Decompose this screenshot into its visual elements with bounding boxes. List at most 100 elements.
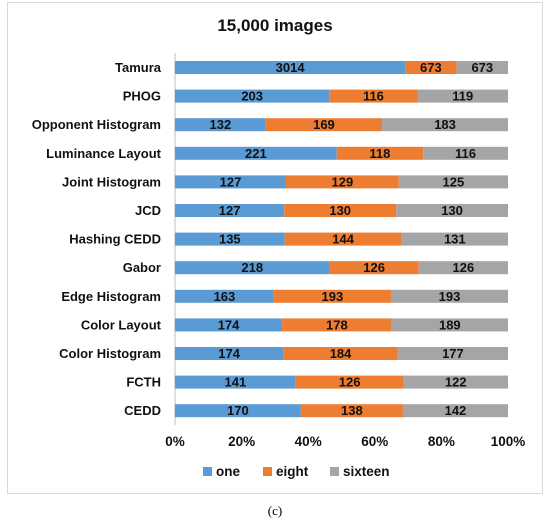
- data-label: 135: [219, 232, 241, 247]
- bar-segment-one: [175, 347, 284, 360]
- bar-segment-sixteen: [417, 89, 508, 103]
- category-label: Gabor: [123, 260, 161, 275]
- legend-swatch-one: [203, 467, 212, 476]
- bar-segment-one: [175, 318, 283, 332]
- data-label: 673: [471, 60, 493, 75]
- data-label: 169: [313, 117, 335, 132]
- bar-segment-sixteen: [397, 347, 508, 360]
- x-tick-label: 100%: [491, 434, 526, 449]
- category-label: Luminance Layout: [46, 146, 162, 161]
- bar-segment-eight: [336, 146, 424, 160]
- data-label: 119: [452, 89, 473, 104]
- data-label: 178: [326, 317, 348, 332]
- bar-segment-eight: [286, 175, 399, 189]
- data-label: 203: [241, 89, 263, 104]
- figure-caption: (c): [267, 503, 283, 518]
- category-label: Hashing CEDD: [69, 232, 161, 247]
- bar-segment-eight: [405, 61, 457, 74]
- data-label: 127: [219, 203, 241, 218]
- category-label: Color Histogram: [59, 346, 161, 361]
- bar-segment-one: [175, 204, 285, 217]
- bar-segment-one: [175, 232, 285, 246]
- x-tick-label: 60%: [361, 434, 388, 449]
- data-label: 3014: [276, 60, 306, 75]
- bar-segment-one: [175, 175, 286, 189]
- legend-label: one: [216, 464, 240, 479]
- data-label: 132: [210, 117, 232, 132]
- bar-segment-sixteen: [401, 232, 508, 246]
- bar-segment-sixteen: [391, 318, 508, 332]
- data-label: 673: [420, 60, 442, 75]
- category-label: JCD: [135, 203, 161, 218]
- legend-swatch-sixteen: [330, 467, 339, 476]
- bar-segment-sixteen: [402, 404, 508, 418]
- data-label: 116: [363, 89, 384, 104]
- data-label: 174: [218, 317, 240, 332]
- bar-segment-sixteen: [396, 204, 508, 217]
- data-label: 142: [445, 403, 467, 418]
- data-label: 193: [322, 289, 344, 304]
- bar-segment-eight: [282, 318, 392, 332]
- bar-segment-sixteen: [403, 375, 508, 389]
- category-label: Edge Histogram: [61, 289, 161, 304]
- x-tick-label: 40%: [295, 434, 322, 449]
- legend-swatch-eight: [263, 467, 272, 476]
- data-label: 221: [245, 146, 267, 161]
- x-tick-label: 0%: [165, 434, 185, 449]
- data-label: 126: [339, 375, 361, 390]
- bar-segment-eight: [300, 404, 403, 418]
- data-label: 138: [341, 403, 363, 418]
- data-label: 183: [434, 117, 456, 132]
- chart-title: 15,000 images: [217, 16, 332, 35]
- category-label: Joint Histogram: [62, 174, 161, 189]
- legend-label: eight: [276, 464, 309, 479]
- bar-segment-one: [175, 375, 296, 389]
- data-label: 144: [332, 232, 354, 247]
- data-label: 126: [363, 260, 385, 275]
- bar-segment-eight: [284, 232, 402, 246]
- x-tick-label: 20%: [228, 434, 255, 449]
- bar-segment-sixteen: [423, 146, 508, 160]
- data-label: 125: [443, 174, 465, 189]
- category-label: FCTH: [126, 375, 161, 390]
- bar-segment-sixteen: [398, 175, 508, 189]
- bar-segment-eight: [284, 204, 397, 217]
- bar-segment-one: [175, 61, 406, 74]
- bar-segment-eight: [265, 118, 383, 132]
- data-label: 126: [453, 260, 475, 275]
- data-label: 177: [442, 346, 464, 361]
- bar-segment-eight: [273, 289, 391, 303]
- data-label: 174: [218, 346, 240, 361]
- data-label: 218: [241, 260, 263, 275]
- data-label: 122: [445, 375, 467, 390]
- category-label: Tamura: [115, 60, 162, 75]
- bar-segment-eight: [283, 347, 398, 360]
- category-label: Color Layout: [81, 317, 162, 332]
- bar-segment-sixteen: [382, 118, 508, 132]
- data-label: 118: [369, 146, 390, 161]
- bar-segment-one: [175, 261, 330, 275]
- data-label: 116: [455, 146, 476, 161]
- bar-segment-sixteen: [456, 61, 508, 74]
- x-tick-label: 80%: [428, 434, 455, 449]
- bar-segment-eight: [295, 375, 404, 389]
- category-label: CEDD: [124, 403, 161, 418]
- bar-segment-one: [175, 289, 274, 303]
- category-label: PHOG: [123, 89, 161, 104]
- chart-frame: [7, 2, 543, 494]
- category-label: Opponent Histogram: [32, 117, 161, 132]
- data-label: 189: [439, 317, 461, 332]
- bar-segment-eight: [329, 89, 418, 103]
- data-label: 163: [214, 289, 236, 304]
- data-label: 141: [224, 375, 246, 390]
- data-label: 129: [332, 174, 354, 189]
- bar-segment-one: [175, 404, 301, 418]
- data-label: 193: [439, 289, 461, 304]
- legend-label: sixteen: [343, 464, 390, 479]
- bar-segment-eight: [329, 261, 419, 275]
- data-label: 130: [329, 203, 351, 218]
- data-label: 127: [220, 174, 242, 189]
- data-label: 131: [444, 232, 466, 247]
- bar-segment-one: [175, 89, 330, 103]
- bar-segment-one: [175, 146, 337, 160]
